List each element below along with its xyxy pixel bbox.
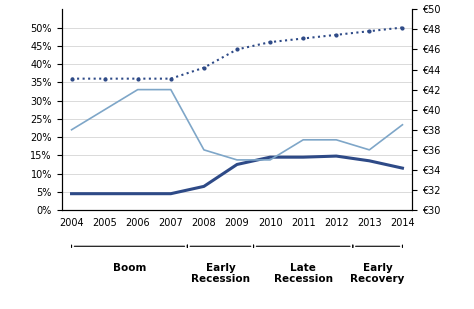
Text: Early
Recession: Early Recession <box>191 263 250 285</box>
Text: Boom: Boom <box>113 263 146 273</box>
Text: Late
Recession: Late Recession <box>273 263 333 285</box>
Text: Early
Recovery: Early Recovery <box>350 263 405 285</box>
